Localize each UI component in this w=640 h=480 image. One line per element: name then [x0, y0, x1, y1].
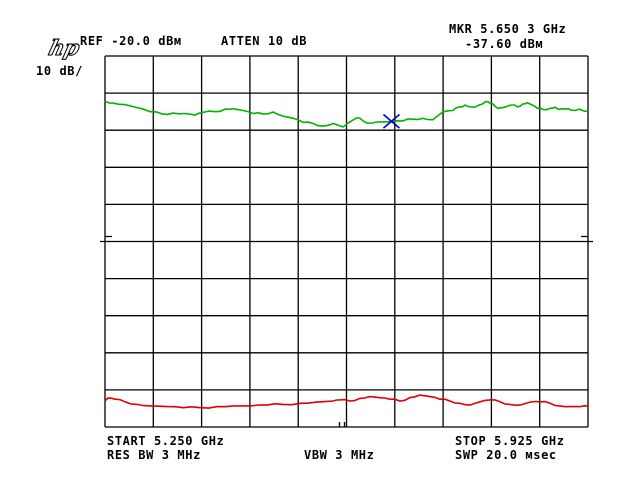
start-frequency-label: START 5.250 GHz [107, 434, 225, 448]
graticule-ticks [100, 235, 593, 427]
hp-logo-text: hp [46, 36, 82, 61]
trace-a-signal [104, 100, 589, 128]
ref-level-label: REF -20.0 dBм [80, 34, 182, 48]
atten-label: ATTEN 10 dB [221, 34, 308, 48]
hp-logo: hp [41, 33, 85, 63]
video-bw-label: VBW 3 MHz [304, 448, 375, 462]
hp-logo-icon: hp [45, 36, 82, 62]
sweep-time-label: SWP 20.0 мsec [455, 448, 557, 462]
grid-lines [104, 55, 589, 428]
marker-x-icon [382, 113, 400, 129]
scale-per-div-label: 10 dB/ [36, 64, 83, 78]
marker-frequency-readout: MKR 5.650 3 GHz [449, 22, 567, 36]
stop-frequency-label: STOP 5.925 GHz [455, 434, 565, 448]
res-bw-label: RES BW 3 MHz [107, 448, 201, 462]
marker-amplitude-readout: -37.60 dBм [465, 37, 544, 51]
trace-b-noise-floor [104, 394, 589, 409]
